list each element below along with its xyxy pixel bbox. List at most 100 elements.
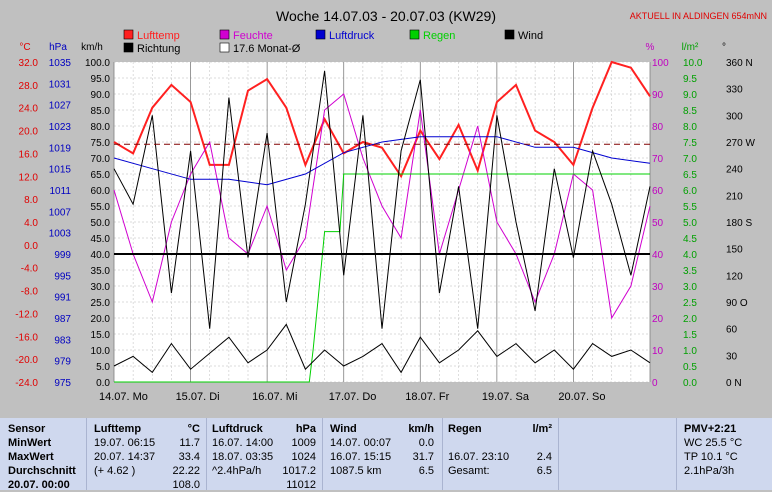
legend-label: Regen (423, 30, 455, 42)
pressure-axis-tick-label: 995 (54, 271, 71, 282)
table-cell-time: 19.07. 06:15 (94, 437, 156, 449)
table-cell-value: 108.0 (172, 479, 200, 491)
table-column-divider (206, 418, 207, 490)
table-row-label: MaxWert (8, 451, 54, 463)
table-header: Luftdruck (212, 423, 263, 435)
table-cell-value: 0.0 (418, 437, 434, 449)
temp-axis-tick-label: 28.0 (19, 81, 39, 92)
rain-axis-tick-label: 1.5 (683, 330, 697, 341)
x-tick-label: 20.07. So (558, 391, 605, 403)
rain-axis-tick-label: 3.0 (683, 282, 697, 293)
pressure-axis-tick-label: 999 (54, 250, 71, 261)
table-cell-value: 33.4 (178, 451, 200, 463)
legend-swatch (219, 42, 230, 53)
wind-axis-tick-label: 45.0 (91, 234, 111, 245)
table-column-divider (322, 418, 323, 490)
humidity-axis-tick-label: 70 (652, 154, 664, 165)
pressure-axis-tick-label: 1019 (49, 143, 72, 154)
table-row-label: 20.07. 00:00 (8, 479, 70, 491)
series-line-feuchte (113, 93, 651, 320)
rain-axis-tick-label: 6.5 (683, 170, 697, 181)
direction-axis-tick-label: 360 N (726, 58, 753, 69)
wind-axis-tick-label: 30.0 (91, 282, 111, 293)
series-line-regen (114, 173, 650, 383)
direction-axis-tick-label: 270 W (726, 138, 755, 149)
temp-axis-tick-label: -12.0 (15, 309, 38, 320)
pressure-axis-tick-label: 1023 (49, 122, 72, 133)
humidity-axis-tick-label: 0 (652, 378, 658, 389)
pressure-axis-tick-label: 975 (54, 378, 71, 389)
rain-axis-tick-label: 10.0 (683, 58, 703, 69)
pressure-axis-tick-label: 983 (54, 335, 71, 346)
temp-axis-tick-label: 20.0 (19, 127, 39, 138)
pressure-axis-tick-label: 1027 (49, 101, 72, 112)
rain-axis-tick-label: 5.5 (683, 202, 697, 213)
direction-axis-tick-label: 240 (726, 165, 743, 176)
table-header-pmv: PMV+2:21 (684, 423, 737, 435)
temp-axis-tick-label: -8.0 (21, 287, 39, 298)
x-tick-label: 16.07. Mi (252, 391, 297, 403)
rain-axis-tick-label: 7.5 (683, 138, 697, 149)
humidity-axis-tick-label: 60 (652, 186, 664, 197)
table-cell-time: 16.07. 14:00 (212, 437, 274, 449)
wind-axis-tick-label: 5.0 (96, 362, 110, 373)
series-line-wind (113, 323, 651, 374)
humidity-axis-tick-label: 50 (652, 218, 664, 229)
pressure-axis-tick-label: 1015 (49, 165, 72, 176)
table-column-divider (676, 418, 677, 490)
wind-axis-tick-label: 65.0 (91, 170, 111, 181)
table-header: Lufttemp (94, 423, 142, 435)
pressure-axis-tick-label: 1031 (49, 79, 72, 90)
table-cell-value: 1009 (291, 437, 316, 449)
table-row-label: Durchschnitt (8, 465, 76, 477)
rain-axis-tick-label: 9.5 (683, 74, 697, 85)
x-tick-label: 19.07. Sa (482, 391, 530, 403)
table-header-unit: l/m² (532, 423, 552, 435)
wind-axis-tick-label: 70.0 (91, 154, 111, 165)
table-cell-value: 6.5 (536, 465, 552, 477)
table-cell-value: 1017.2 (282, 465, 316, 477)
table-cell-value: 11.7 (179, 437, 200, 449)
axis-unit-label: l/m² (682, 42, 699, 53)
table-cell-time: (+ 4.62 ) (94, 465, 136, 477)
direction-axis-tick-label: 210 (726, 191, 743, 202)
wind-axis-tick-label: 50.0 (91, 218, 111, 229)
rain-axis-tick-label: 0.0 (683, 378, 697, 389)
temp-axis-tick-label: 24.0 (19, 104, 39, 115)
wind-axis-tick-label: 40.0 (91, 250, 111, 261)
rain-axis-tick-label: 5.0 (683, 218, 697, 229)
wind-axis-tick-label: 15.0 (91, 330, 111, 341)
temp-axis-tick-label: 8.0 (24, 195, 38, 206)
table-header-unit: °C (187, 423, 200, 435)
table-cell-time: Gesamt: (448, 465, 490, 477)
direction-axis-tick-label: 300 (726, 111, 743, 122)
table-header-unit: hPa (295, 423, 316, 435)
table-cell-pmv: WC 25.5 °C (684, 437, 743, 449)
series-line-richtung (113, 70, 651, 329)
axis-unit-label: ° (722, 42, 726, 53)
legend-swatch (409, 29, 420, 40)
table-cell-time: 20.07. 14:37 (94, 451, 156, 463)
table-column-divider (86, 418, 87, 490)
x-tick-label: 14.07. Mo (99, 391, 148, 403)
legend-swatch (123, 42, 134, 53)
temp-axis-tick-label: -20.0 (15, 355, 38, 366)
temp-axis-tick-label: 0.0 (24, 241, 38, 252)
table-cell-time: 18.07. 03:35 (212, 451, 274, 463)
wind-axis-tick-label: 0.0 (96, 378, 110, 389)
table-header-sensor: Sensor (8, 423, 46, 435)
rain-axis-tick-label: 2.0 (683, 314, 697, 325)
table-cell-time: 14.07. 00:07 (330, 437, 392, 449)
direction-axis-tick-label: 0 N (726, 378, 742, 389)
table-cell-value: 11012 (286, 479, 316, 491)
table-header: Wind (330, 423, 357, 435)
rain-axis-tick-label: 8.5 (683, 106, 697, 117)
humidity-axis-tick-label: 90 (652, 90, 664, 101)
wind-axis-tick-label: 55.0 (91, 202, 111, 213)
direction-axis-tick-label: 180 S (726, 218, 752, 229)
rain-axis-tick-label: 1.0 (683, 346, 697, 357)
table-cell-time: ^2.4hPa/h (212, 465, 262, 477)
wind-axis-tick-label: 20.0 (91, 314, 111, 325)
x-tick-label: 17.07. Do (329, 391, 377, 403)
